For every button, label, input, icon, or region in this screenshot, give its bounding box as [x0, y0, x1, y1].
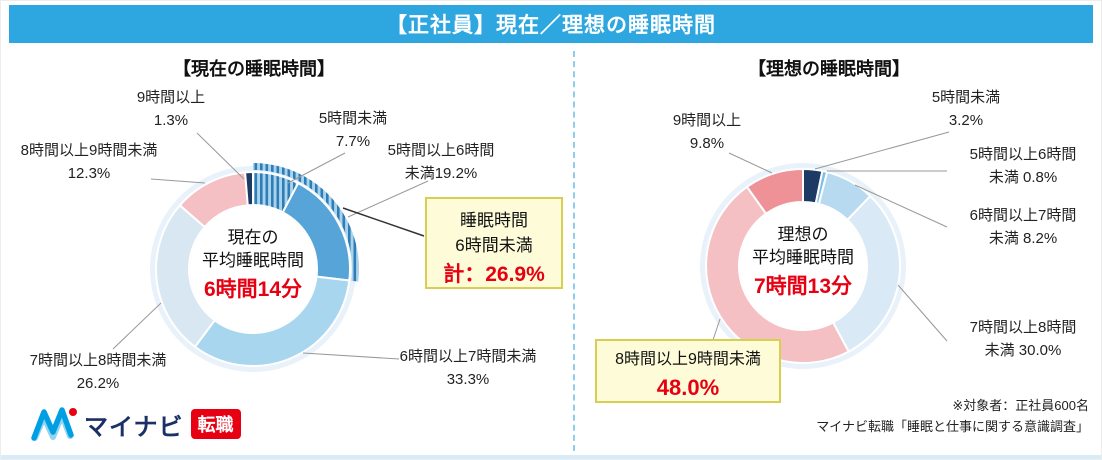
label-ideal-6to7h: 6時間以上7時間 未満 8.2% [969, 207, 1077, 247]
under6h-total-value: 計：26.9% [443, 263, 545, 287]
label-ideal-5to6h: 5時間以上6時間 未満 0.8% [969, 146, 1077, 186]
label-ideal-9plus: 9時間以上 9.8% [672, 112, 742, 152]
label-ideal-7to8h: 7時間以上8時間 未満 30.0% [969, 319, 1077, 359]
ideal-sleep-donut-chart [700, 163, 906, 369]
label-current-8to9h: 8時間以上9時間未満 12.3% [20, 142, 158, 182]
bottom-accent-strip [1, 455, 1101, 459]
page-title: 【正社員】現在／理想の睡眠時間 [386, 14, 716, 37]
ideal-chart-title: 【理想の睡眠時間】 [748, 59, 910, 79]
center-line1: 理想の [777, 225, 829, 244]
center-line2: 平均睡眠時間 [752, 247, 854, 267]
ideal-average-value: 7時間13分 [753, 274, 853, 298]
survey-footnote: ※対象者：正社員600名 マイナビ転職「睡眠と仕事に関する意識調査」 [816, 398, 1089, 435]
current-center-label: 現在の 平均睡眠時間 6時間14分 [168, 227, 338, 304]
mynavi-logo: マイナビ 転職 [31, 405, 241, 443]
label-current-9plus: 9時間以上 1.3% [136, 89, 206, 129]
panel-divider [573, 51, 575, 451]
label-current-5to6h: 5時間以上6時間 未満19.2% [387, 142, 495, 182]
label-current-7to8h: 7時間以上8時間未満 26.2% [29, 352, 167, 392]
ideal-8to9h-value: 48.0% [656, 375, 720, 401]
header-bar: 【正社員】現在／理想の睡眠時間 [9, 5, 1093, 43]
current-chart-title: 【現在の睡眠時間】 [173, 59, 335, 79]
label-ideal-under5h: 5時間未満 3.2% [931, 89, 1001, 129]
center-line1: 現在の [227, 228, 279, 247]
under6h-total-callout: 睡眠時間 6時間未満 計：26.9% [425, 197, 563, 289]
mynavi-m-icon [31, 407, 77, 441]
ideal-center-label: 理想の 平均睡眠時間 7時間13分 [718, 224, 888, 301]
label-current-6to7h: 6時間以上7時間未満 33.3% [399, 348, 537, 388]
current-average-value: 6時間14分 [203, 277, 303, 301]
logo-brand-text: マイナビ [84, 413, 184, 441]
label-current-under5h: 5時間未満 7.7% [318, 110, 388, 150]
logo-badge-text: 転職 [190, 409, 241, 439]
center-line2: 平均睡眠時間 [202, 250, 304, 270]
ideal-8to9h-callout: 8時間以上9時間未満 48.0% [595, 339, 781, 403]
current-sleep-donut-chart [150, 163, 360, 372]
